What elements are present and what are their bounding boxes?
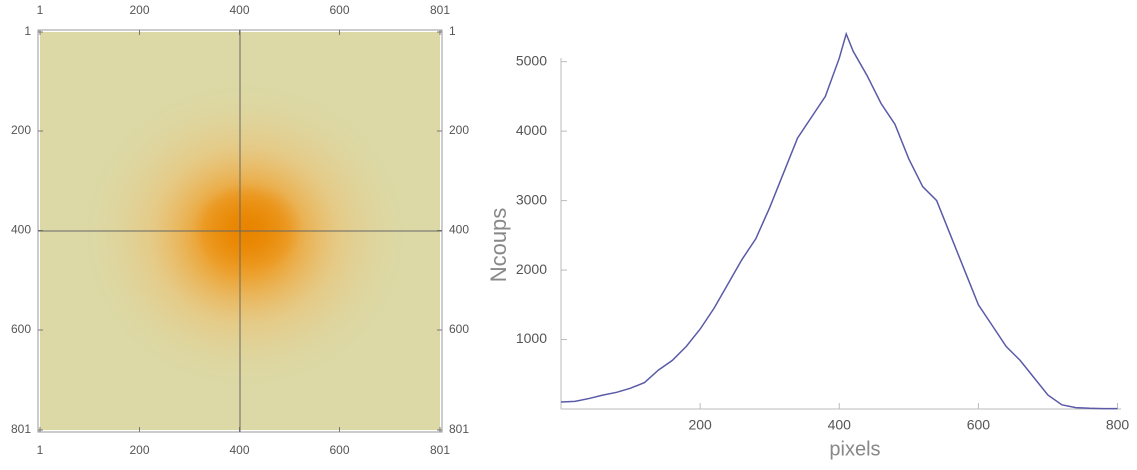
y-tick-label: 801 xyxy=(449,422,469,436)
x-tick-label: 400 xyxy=(229,3,249,17)
x-tick-label: 400 xyxy=(828,417,852,433)
heatmap-core xyxy=(193,183,303,273)
x-tick-label: 801 xyxy=(430,443,450,457)
x-tick-label: 600 xyxy=(329,443,349,457)
x-tick-label: 200 xyxy=(129,443,149,457)
data-line xyxy=(560,31,1118,410)
x-tick-label: 1 xyxy=(37,443,44,457)
y-tick-label: 400 xyxy=(449,223,469,237)
x-tick-label: 1 xyxy=(37,3,44,17)
y-axis-label: Ncoups xyxy=(486,208,511,283)
y-tick-label: 4000 xyxy=(516,122,547,138)
y-tick-label: 1 xyxy=(24,24,31,38)
y-tick-label: 600 xyxy=(449,322,469,336)
x-tick-label: 200 xyxy=(129,3,149,17)
y-tick-label: 200 xyxy=(11,123,31,137)
y-tick-label: 200 xyxy=(449,123,469,137)
y-tick-label: 3000 xyxy=(516,191,547,207)
x-tick-label: 600 xyxy=(329,3,349,17)
x-tick-label: 200 xyxy=(688,417,712,433)
y-tick-label: 801 xyxy=(11,422,31,436)
y-tick-label: 5000 xyxy=(516,52,547,68)
y-tick-label: 400 xyxy=(11,223,31,237)
y-tick-label: 2000 xyxy=(516,261,547,277)
y-tick-label: 1 xyxy=(449,24,456,38)
x-tick-label: 600 xyxy=(967,417,991,433)
y-tick-label: 600 xyxy=(11,322,31,336)
x-tick-label: 800 xyxy=(1106,417,1130,433)
y-tick-label: 1000 xyxy=(516,330,547,346)
x-tick-label: 801 xyxy=(430,3,450,17)
x-tick-label: 400 xyxy=(229,443,249,457)
x-axis-label: pixels xyxy=(829,438,880,460)
